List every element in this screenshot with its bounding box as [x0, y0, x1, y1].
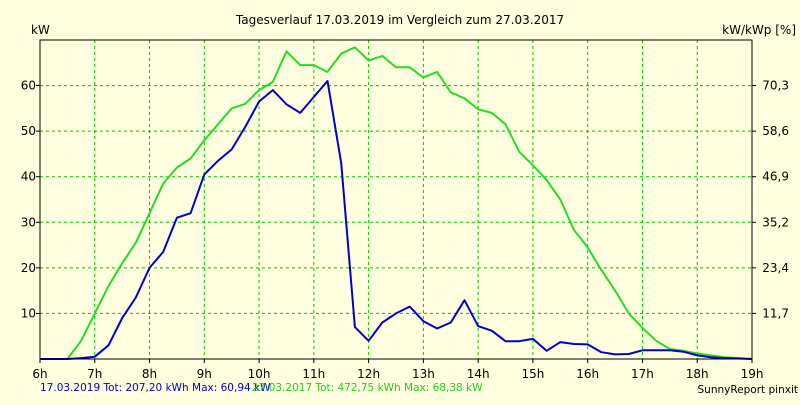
x-tick-label: 17h: [631, 367, 654, 381]
y2-tick-label: 35,2: [762, 215, 789, 229]
x-tick-label: 8h: [142, 367, 157, 381]
x-tick-label: 9h: [197, 367, 212, 381]
legend-summary-2019: 17.03.2019 Tot: 207,20 kWh Max: 60,94 kW: [40, 382, 271, 394]
series-lines: [40, 46, 753, 360]
y-tick-label: 40: [21, 170, 36, 184]
y-tick-label: 50: [21, 124, 36, 138]
x-tick-label: 18h: [686, 367, 709, 381]
x-tick-label: 15h: [521, 367, 544, 381]
y2-tick-label: 46,9: [762, 170, 789, 184]
chart-title: Tagesverlauf 17.03.2019 im Vergleich zum…: [235, 13, 564, 27]
y-axis-right-label: kW/kWp [%]: [722, 23, 796, 37]
x-tick-label: 16h: [576, 367, 599, 381]
y-tick-label: 30: [21, 215, 36, 229]
y-axis-right-ticks: 11,7 23,4 35,2 46,9 58,6 70,3: [752, 79, 789, 320]
credit-text: SunnyReport pinxit: [697, 384, 798, 396]
series-line-27-03-2017: [40, 46, 753, 360]
x-tick-label: 11h: [302, 367, 325, 381]
x-axis-ticks: 6h 7h 8h 9h 10h 11h 12h 13h 14h 15h 16h 17h 18h 19h: [32, 359, 763, 381]
y-tick-label: 60: [21, 79, 36, 93]
plot-area: [40, 40, 752, 359]
y-tick-label: 20: [21, 261, 36, 275]
y2-tick-label: 58,6: [762, 124, 789, 138]
x-tick-label: 19h: [741, 367, 764, 381]
y2-tick-label: 23,4: [762, 261, 789, 275]
legend-summary-2017: 27.03.2017 Tot: 472,75 kWh Max: 68,38 kW: [252, 382, 483, 394]
x-tick-label: 6h: [32, 367, 47, 381]
plot-frame: [39, 39, 753, 360]
series-line-17-03-2019: [40, 80, 753, 360]
y-axis-left-label: kW: [31, 23, 50, 37]
x-tick-label: 13h: [412, 367, 435, 381]
x-tick-label: 12h: [357, 367, 380, 381]
y2-tick-label: 11,7: [762, 306, 789, 320]
x-tick-label: 14h: [467, 367, 490, 381]
y-axis-left-ticks: 10 20 30 40 50 60: [21, 79, 40, 320]
x-tick-label: 7h: [87, 367, 102, 381]
y-tick-label: 10: [21, 306, 36, 320]
x-tick-label: 10h: [248, 367, 271, 381]
y2-tick-label: 70,3: [762, 79, 789, 93]
